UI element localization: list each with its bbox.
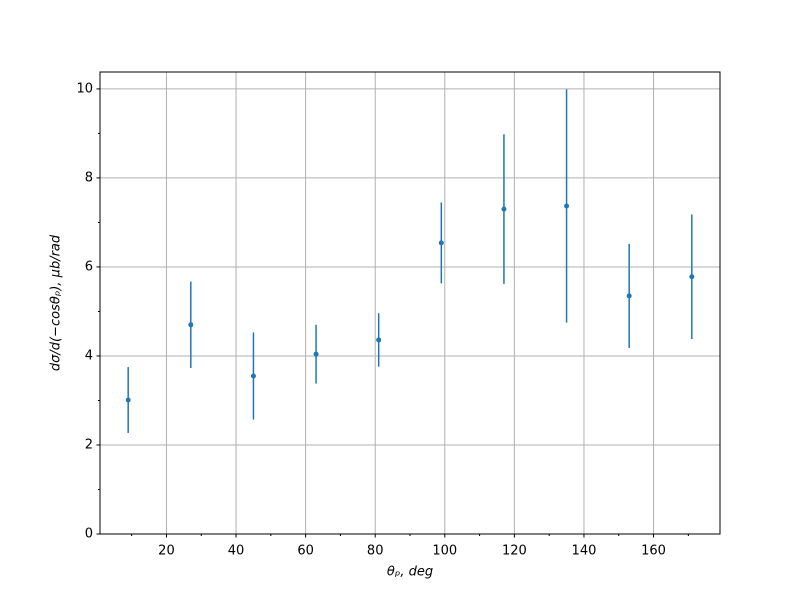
plot-frame [99,71,721,535]
data-point [438,240,444,246]
data-point [564,203,570,209]
x-tick-label: 160 [641,544,666,559]
x-tick-label: 120 [502,544,527,559]
y-tick-label: 10 [76,81,93,96]
y-tick-label: 2 [85,437,93,452]
data-point [125,397,131,403]
x-tick-label: 20 [158,544,175,559]
y-tick-label: 6 [85,259,93,274]
data-point [501,206,507,212]
data-point [188,322,194,328]
data-point [250,373,256,379]
x-tick-label: 140 [572,544,597,559]
y-tick-label: 0 [85,527,93,542]
x-tick-label: 80 [367,544,384,559]
y-tick-label: 8 [85,170,93,185]
x-tick-label: 40 [228,544,245,559]
x-tick-label: 60 [297,544,314,559]
data-point [626,293,632,299]
y-axis-label: dσ/d(−cosθₚ), μb/rad [49,234,64,371]
data-point [313,351,319,357]
x-axis-label: θₚ, deg [387,565,433,580]
x-tick-label: 100 [432,544,457,559]
y-tick-label: 4 [85,348,93,363]
data-point [689,274,695,280]
data-point [376,337,382,343]
